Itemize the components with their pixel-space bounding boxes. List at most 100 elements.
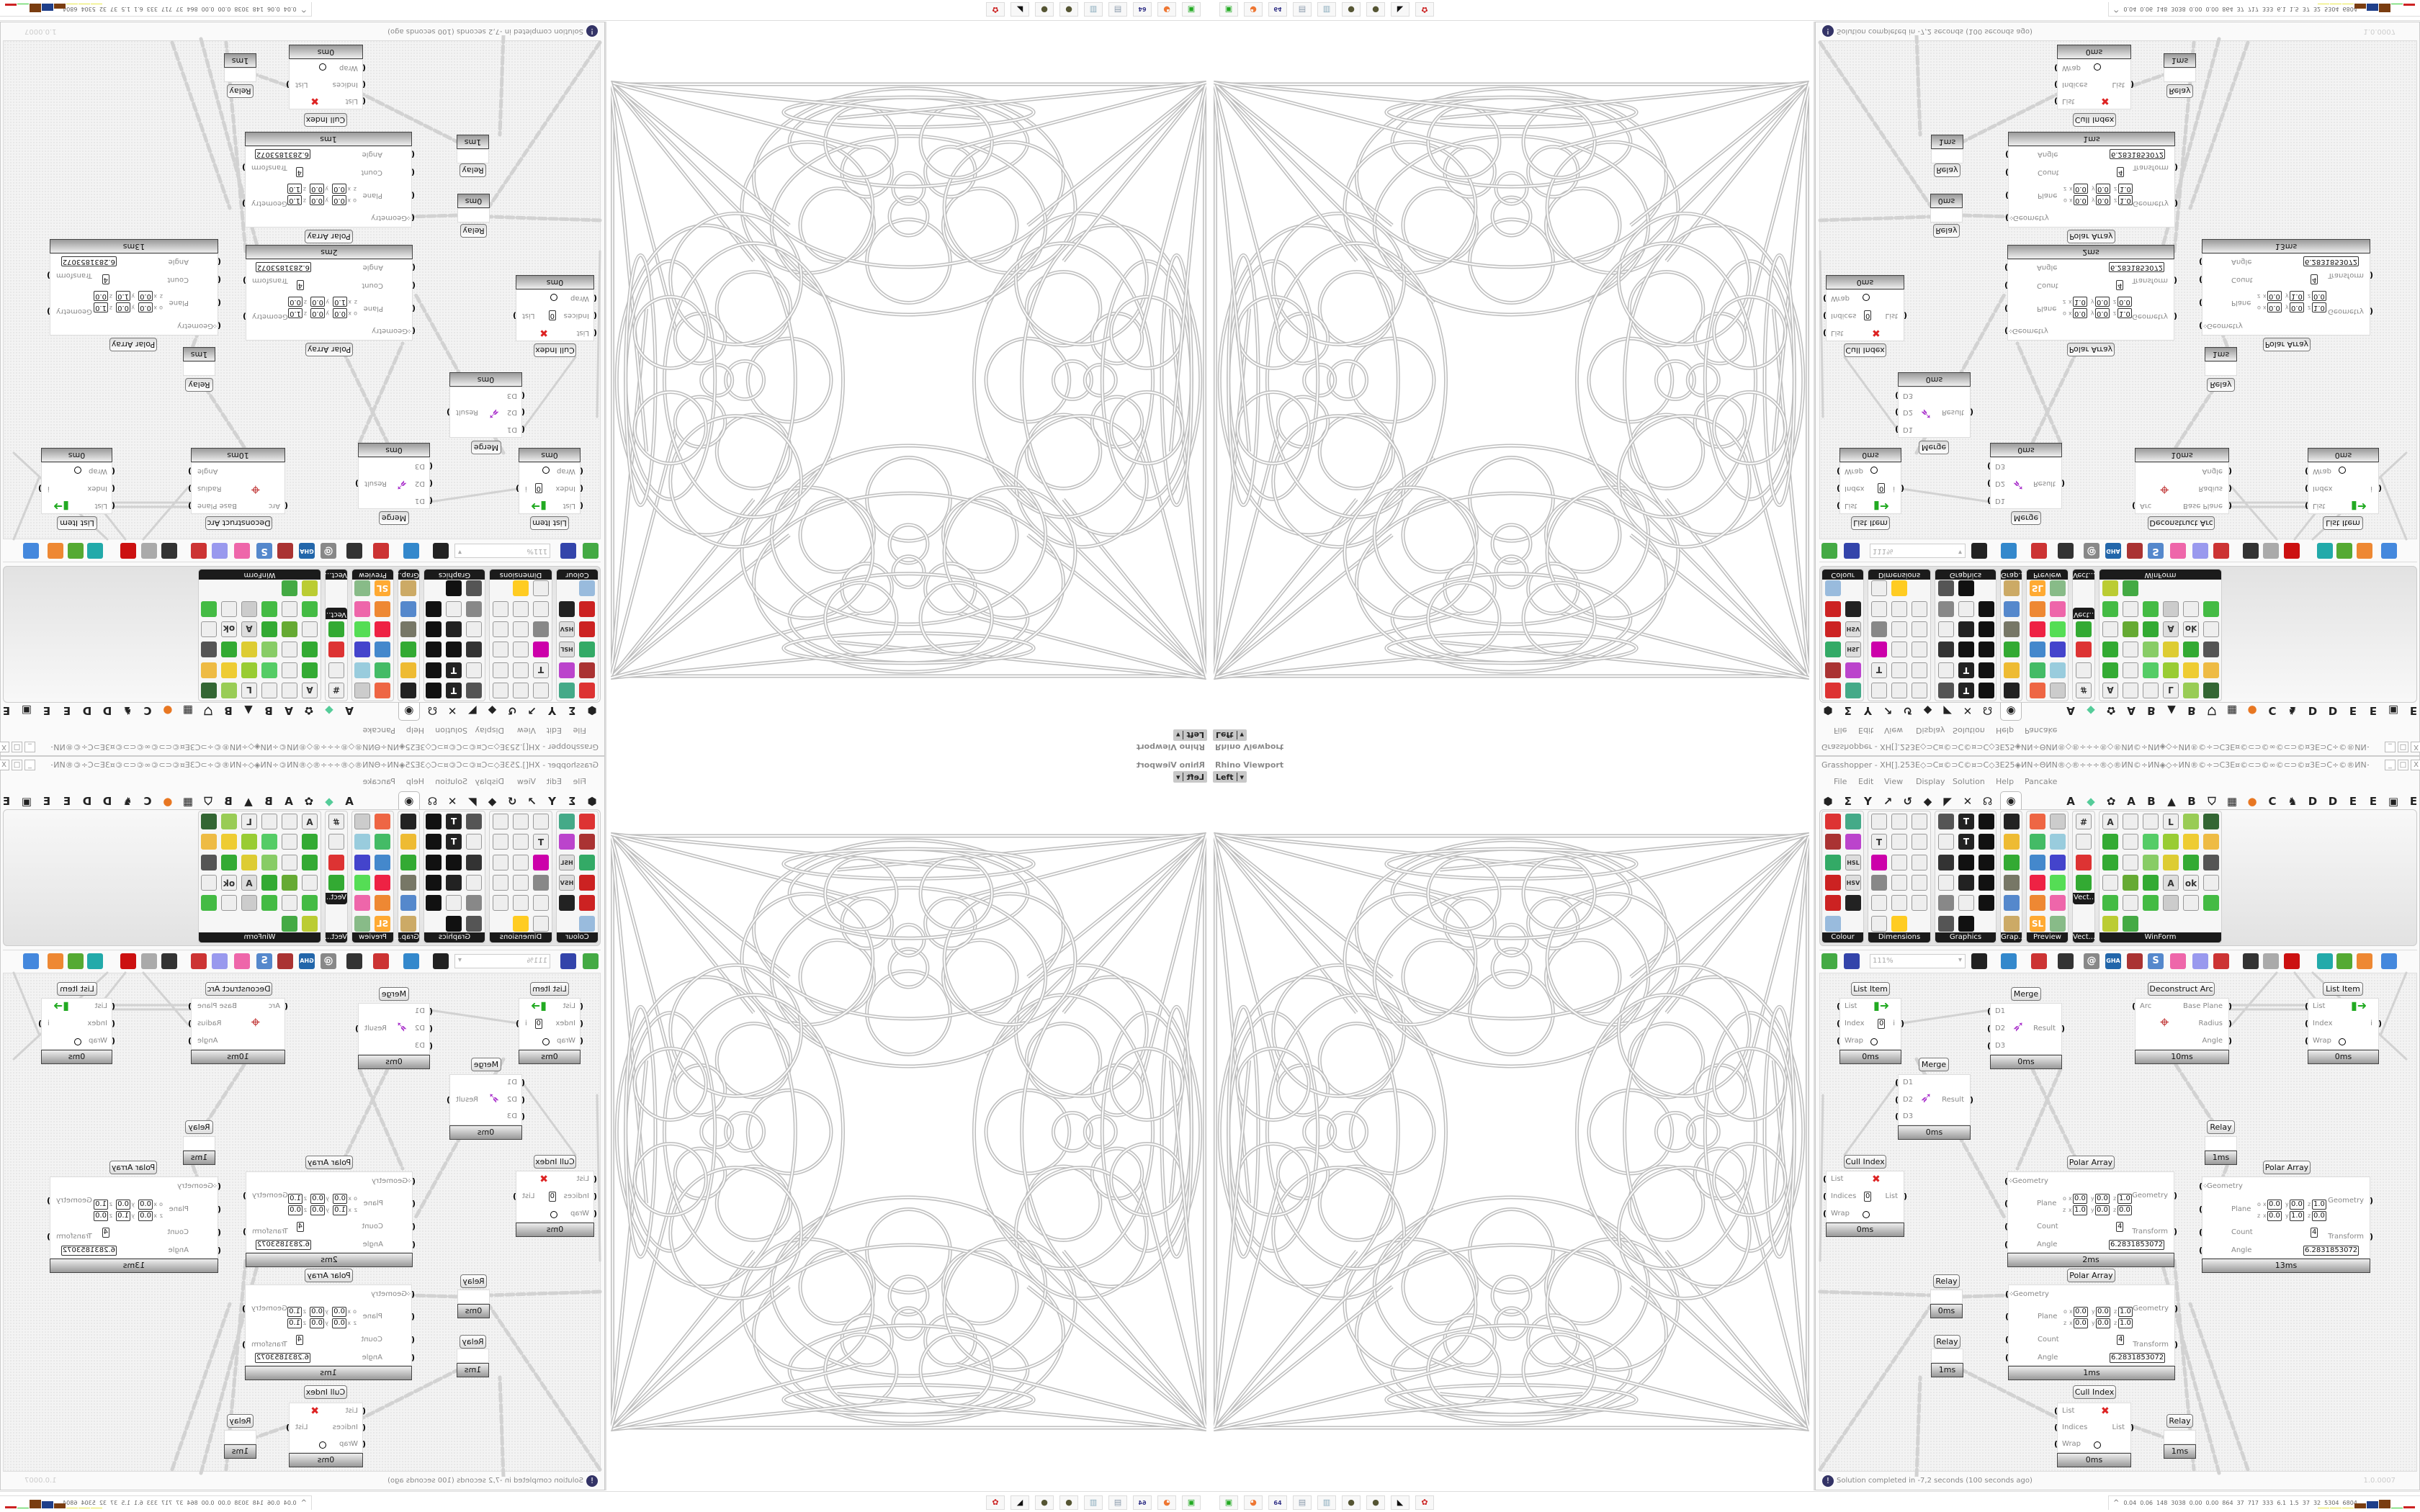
plane-value[interactable]: 0.0 — [2096, 183, 2110, 194]
node-body[interactable] — [183, 361, 215, 376]
input-socket[interactable]: ( — [1837, 467, 1841, 477]
plane-value[interactable]: 0.0 — [332, 194, 346, 205]
input-socket[interactable]: ( — [2005, 1352, 2009, 1362]
plane-value[interactable]: 0.0 — [2095, 296, 2110, 307]
taskbar-firefox-icon[interactable]: ◕ — [1244, 2, 1263, 17]
taskbar-seed-icon[interactable]: ● — [1342, 2, 1361, 17]
table-green-icon[interactable] — [2163, 834, 2179, 850]
node-body[interactable]: (List (Index 0 (Wrap) i ▮➜ — [1837, 462, 1904, 514]
input-socket[interactable]: ( — [2305, 1019, 2309, 1028]
sphere-red-icon[interactable] — [1825, 895, 1841, 912]
mountain-circle-icon[interactable] — [1958, 915, 1974, 932]
node-title[interactable]: Cull Index — [304, 113, 347, 127]
input-socket[interactable]: ( — [2005, 1289, 2009, 1299]
rhino-viewport[interactable]: Rhino Viewport Left ▾ — [1210, 22, 1815, 756]
input-socket[interactable]: ( — [2005, 1312, 2009, 1322]
node-body[interactable]: (Geometry (Plane (Count 4 (Angle 6.2831853072… — [2005, 146, 2178, 228]
slider-icon[interactable] — [2143, 834, 2159, 850]
tab-gem-icon[interactable]: ◆ — [2087, 795, 2095, 808]
plane-value[interactable]: 0.0 — [310, 194, 324, 205]
scroll-bar-icon[interactable] — [2203, 874, 2219, 891]
input-socket[interactable]: ( — [521, 408, 525, 418]
node-title[interactable]: Relay — [460, 1335, 486, 1349]
taskbar-seed-icon[interactable]: ● — [1059, 2, 1078, 17]
list-form-icon[interactable] — [2123, 814, 2138, 829]
taskbar-scroll-icon[interactable]: ▤ — [1108, 1495, 1127, 1510]
input-value[interactable]: 4 — [102, 274, 109, 285]
output-socket[interactable]: ) — [188, 1035, 192, 1045]
node-title[interactable]: Relay — [2207, 1120, 2235, 1134]
input-socket[interactable]: ( — [593, 1174, 597, 1184]
input-socket[interactable]: ( — [429, 462, 433, 472]
output-socket[interactable]: ) — [2369, 1196, 2373, 1206]
taskbar-scroll-icon[interactable]: ▤ — [1108, 2, 1127, 17]
sl-text-icon[interactable]: SL — [2030, 915, 2045, 932]
taskbar-device-manager-icon[interactable]: ▣ — [1182, 1495, 1201, 1510]
plane-value[interactable]: 0.0 — [116, 1199, 130, 1210]
input-value[interactable]: 4 — [2117, 167, 2125, 178]
plane-value[interactable]: 0.0 — [310, 1307, 324, 1318]
plane-value[interactable]: 1.0 — [333, 296, 347, 307]
input-socket[interactable]: ( — [217, 1227, 221, 1237]
input-socket[interactable]: ( — [1823, 311, 1827, 320]
plane-value[interactable]: 0.0 — [2290, 1199, 2304, 1210]
tab-letter-A[interactable]: A — [2066, 795, 2075, 808]
node-title[interactable]: Relay — [1933, 1274, 1960, 1288]
tab-bird-icon[interactable]: ♞ — [2287, 795, 2298, 808]
input-value[interactable]: 4 — [2116, 1221, 2124, 1232]
node-title[interactable]: Relay — [1933, 224, 1960, 238]
dim-angular-icon[interactable] — [1912, 854, 1927, 870]
input-socket[interactable]: ( — [2004, 263, 2009, 273]
tab-letter-B[interactable]: B — [2187, 795, 2196, 808]
input-socket[interactable]: ( — [411, 303, 416, 313]
plane-value[interactable]: 0.0 — [310, 1205, 325, 1216]
input-value[interactable]: 4 — [2117, 1334, 2125, 1345]
input-socket[interactable]: ( — [411, 326, 416, 336]
tab-letter-D[interactable]: D — [2328, 795, 2338, 808]
input-socket[interactable]: ( — [2305, 467, 2309, 477]
input-socket[interactable]: ( — [1895, 391, 1899, 401]
input-socket[interactable]: ( — [362, 1405, 366, 1416]
input-socket[interactable]: ( — [521, 1078, 525, 1088]
output-socket[interactable]: ) — [2369, 270, 2373, 280]
node-body[interactable]: (List(Indices(Wrap) List ✖ — [2054, 59, 2134, 109]
input-socket[interactable]: ( — [1987, 462, 1991, 472]
input-socket[interactable]: ( — [411, 190, 415, 200]
node-body[interactable]: (D1 (D2 (D3) Result ➶ — [1895, 387, 1973, 438]
input-socket[interactable]: ( — [2004, 303, 2009, 313]
wrap-toggle[interactable] — [319, 63, 326, 71]
tab-letter-E[interactable]: E — [2369, 795, 2378, 808]
input-socket[interactable]: ( — [429, 1040, 433, 1050]
node-title[interactable]: List Item — [530, 516, 569, 530]
histogram-icon[interactable] — [2004, 814, 2020, 829]
dot-circle-icon[interactable] — [1958, 895, 1974, 912]
gear-star-icon[interactable] — [1978, 854, 1994, 870]
input-socket[interactable]: ( — [411, 1199, 416, 1209]
zoom-input[interactable]: 111% ▾ — [1870, 954, 1966, 968]
output-socket[interactable]: ) — [188, 467, 192, 477]
plane-value[interactable]: 1.0 — [288, 307, 302, 318]
text-lines-icon[interactable] — [2143, 814, 2159, 829]
input-value[interactable]: 6.2831853072 — [254, 149, 310, 160]
red-gem-icon[interactable] — [2284, 953, 2300, 969]
node-body[interactable] — [457, 149, 489, 163]
tab-branch-icon[interactable]: Y — [1863, 795, 1872, 808]
output-socket[interactable]: ) — [2369, 306, 2373, 316]
menu-help[interactable]: Help — [1996, 777, 2015, 786]
input-socket[interactable]: ( — [411, 1289, 415, 1299]
output-socket[interactable]: ) — [2130, 1423, 2134, 1432]
green-shape-icon[interactable] — [2336, 953, 2352, 969]
output-socket[interactable]: ) — [188, 484, 192, 493]
output-socket[interactable]: ) — [242, 1339, 246, 1349]
node-title[interactable]: Polar Array — [305, 343, 353, 356]
input-socket[interactable]: ( — [111, 500, 115, 510]
view-dropdown[interactable]: Left ▾ — [1173, 729, 1207, 741]
output-socket[interactable]: ) — [38, 1019, 42, 1028]
plane-value[interactable]: 0.0 — [288, 1205, 302, 1216]
node-title[interactable]: Merge — [2011, 987, 2041, 1001]
taskbar-notepad-icon[interactable]: ▥ — [1084, 1495, 1103, 1510]
box-green-icon[interactable] — [1825, 854, 1841, 870]
input-socket[interactable]: ( — [521, 424, 525, 434]
input-socket[interactable]: ( — [593, 294, 597, 304]
input-value[interactable]: 4 — [295, 167, 303, 178]
